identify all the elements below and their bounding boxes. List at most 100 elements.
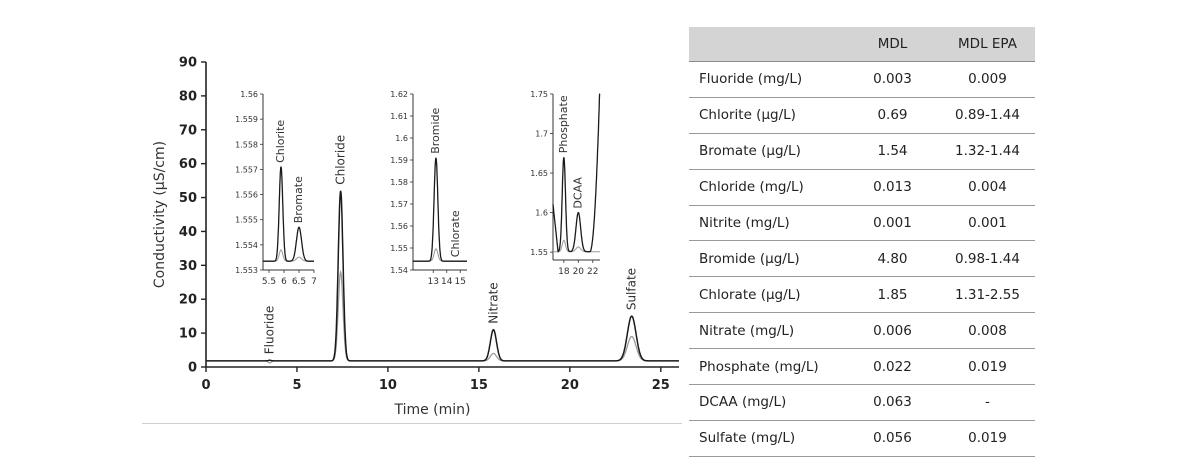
- inset-y-tick-label: 1.58: [390, 178, 408, 187]
- y-tick-label: 90: [179, 56, 197, 71]
- inset-peak-label: DCAA: [571, 177, 584, 209]
- inset-y-tick-label: 1.554: [235, 241, 258, 250]
- table-row: Bromate (µg/L) 1.54 1.32-1.44: [689, 133, 1035, 170]
- inset-y-tick-label: 1.61: [390, 112, 408, 121]
- table-row: Fluoride (mg/L) 0.003 0.009: [689, 61, 1035, 98]
- inset-y-tick-label: 1.557: [235, 165, 258, 174]
- mdl-epa-cell: 0.89-1.44: [939, 97, 1035, 134]
- inset-y-tick-label: 1.55: [530, 248, 548, 257]
- table-row: Chlorite (µg/L) 0.69 0.89-1.44: [689, 97, 1035, 134]
- x-tick-label: 5: [292, 378, 301, 393]
- mdl-epa-cell: 0.004: [939, 169, 1035, 206]
- mdl-epa-cell: 0.019: [939, 420, 1035, 457]
- y-tick-label: 10: [179, 327, 197, 342]
- table-row: Phosphate (mg/L) 0.022 0.019: [689, 348, 1035, 386]
- inset-x-tick-label: 6: [281, 277, 287, 287]
- mdl-cell: 1.85: [845, 276, 940, 314]
- header-cell: [689, 27, 845, 62]
- inset-y-tick-label: 1.6: [535, 209, 548, 218]
- analyte-cell: Chlorite (µg/L): [689, 97, 845, 134]
- x-tick-label: 25: [652, 378, 670, 393]
- y-tick-label: 20: [179, 293, 197, 308]
- inset-x-tick-label: 14: [441, 277, 453, 287]
- inset-y-tick-label: 1.555: [235, 216, 258, 225]
- mdl-cell: 0.022: [845, 348, 940, 386]
- header-cell: MDL EPA: [939, 27, 1035, 62]
- inset-peak-label: Chlorite: [274, 120, 287, 163]
- inset-x-tick-label: 20: [573, 267, 585, 277]
- table-row: Chloride (mg/L) 0.013 0.004: [689, 169, 1035, 206]
- analyte-cell: Chloride (mg/L): [689, 169, 845, 206]
- table-row: Sulfate (mg/L) 0.056 0.019: [689, 420, 1035, 457]
- inset-y-tick-label: 1.65: [530, 169, 548, 178]
- analyte-cell: Fluoride (mg/L): [689, 61, 845, 98]
- inset-x-tick-label: 18: [558, 267, 570, 277]
- inset-peak-label: Chlorate: [449, 210, 462, 257]
- mdl-cell: 0.013: [845, 169, 940, 206]
- y-tick-label: 40: [179, 225, 197, 240]
- mdl-cell: 1.54: [845, 133, 940, 170]
- analyte-cell: Nitrate (mg/L): [689, 312, 845, 350]
- mdl-epa-cell: 0.008: [939, 312, 1035, 350]
- mdl-cell: 0.69: [845, 97, 940, 134]
- analyte-cell: Chlorate (µg/L): [689, 276, 845, 314]
- table-row: Nitrite (mg/L) 0.001 0.001: [689, 205, 1035, 242]
- inset-trace-light: [553, 239, 600, 253]
- table-row: Nitrate (mg/L) 0.006 0.008: [689, 312, 1035, 350]
- table-row: Chlorate (µg/L) 1.85 1.31-2.55: [689, 276, 1035, 314]
- mdl-cell: 0.063: [845, 384, 940, 421]
- inset-x-tick-label: 7: [311, 277, 317, 287]
- mdl-cell: 4.80: [845, 240, 940, 278]
- x-tick-label: 0: [201, 378, 210, 393]
- mdl-epa-cell: 1.32-1.44: [939, 133, 1035, 170]
- inset-x-tick-label: 13: [428, 277, 439, 287]
- x-tick-label: 20: [561, 378, 579, 393]
- analyte-cell: Phosphate (mg/L): [689, 348, 845, 386]
- inset-y-tick-label: 1.556: [235, 191, 258, 200]
- mdl-epa-cell: 0.019: [939, 348, 1035, 386]
- mdl-table: MDL MDL EPA Fluoride (mg/L) 0.003 0.009 Ch…: [689, 27, 1035, 457]
- inset-y-tick-label: 1.56: [240, 90, 258, 99]
- y-tick-label: 70: [179, 123, 197, 138]
- chromatogram-svg: 0 10 20 30 40 50 60 70 80 90 0 5 10 15 20 25 Time (min) C…: [152, 56, 679, 418]
- table-row: DCAA (mg/L) 0.063-: [689, 384, 1035, 421]
- x-axis-label: Time (min): [393, 402, 470, 418]
- mdl-epa-cell: 0.98-1.44: [939, 240, 1035, 278]
- inset-y-tick-label: 1.56: [390, 222, 408, 231]
- analyte-cell: DCAA (mg/L): [689, 384, 845, 421]
- inset-trace-light: [263, 249, 314, 262]
- inset-y-tick-label: 1.553: [235, 266, 258, 275]
- y-tick-label: 30: [179, 259, 197, 274]
- mdl-epa-cell: -: [939, 384, 1035, 421]
- inset-x-tick-label: 5.5: [262, 277, 276, 287]
- analyte-cell: Nitrite (mg/L): [689, 205, 845, 242]
- y-tick-label: 0: [188, 361, 197, 376]
- x-tick-label: 10: [379, 378, 397, 393]
- analyte-cell: Bromide (µg/L): [689, 240, 845, 278]
- mdl-epa-cell: 0.001: [939, 205, 1035, 242]
- peak-label: Chloride: [334, 135, 348, 185]
- trace-dark-line: [206, 190, 679, 362]
- inset-peak-label: Phosphate: [557, 95, 570, 153]
- mdl-epa-cell: 1.31-2.55: [939, 276, 1035, 314]
- chromatogram-chart: 0 10 20 30 40 50 60 70 80 90 0 5 10 15 20 25 Time (min) C…: [152, 56, 679, 418]
- mdl-cell: 0.006: [845, 312, 940, 350]
- inset-y-tick-label: 1.55: [390, 244, 408, 253]
- mdl-epa-cell: 0.009: [939, 61, 1035, 98]
- inset-y-tick-label: 1.54: [390, 266, 408, 275]
- mdl-cell: 0.003: [845, 61, 940, 98]
- chart-divider: [142, 423, 682, 424]
- mdl-cell: 0.001: [845, 205, 940, 242]
- inset-x-tick-label: 22: [587, 267, 598, 277]
- inset-x-tick-label: 6.5: [292, 277, 306, 287]
- inset-y-tick-label: 1.558: [235, 140, 258, 149]
- inset-y-tick-label: 1.75: [530, 90, 548, 99]
- inset-y-tick-label: 1.59: [390, 156, 408, 165]
- mdl-cell: 0.056: [845, 420, 940, 457]
- x-tick-label: 15: [470, 378, 488, 393]
- header-cell: MDL: [845, 27, 940, 62]
- analyte-cell: Sulfate (mg/L): [689, 420, 845, 457]
- table-header-row: MDL MDL EPA: [689, 27, 1035, 62]
- y-tick-label: 60: [179, 157, 197, 172]
- inset-trace-dark: [263, 166, 314, 262]
